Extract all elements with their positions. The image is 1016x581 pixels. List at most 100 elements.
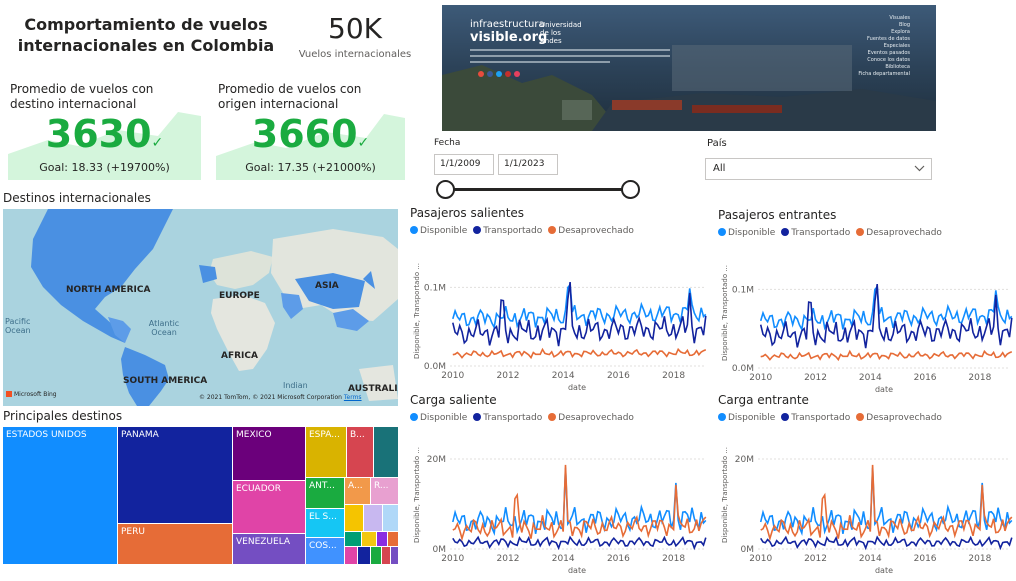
legend-item-transportado[interactable]: Transportado (473, 413, 542, 423)
date-slider-end-handle[interactable] (621, 180, 640, 199)
chart-carga-entrante[interactable]: Carga entrante Disponible Transportado D… (718, 393, 1016, 579)
banner-menu-item[interactable]: Fuentes de datos (867, 36, 910, 42)
banner-menu-item[interactable]: Biblioteca (885, 64, 910, 70)
map-label-europe: EUROPE (219, 291, 260, 301)
banner-menu-item[interactable]: Conoce los datos (867, 57, 910, 63)
treemap-cell-ecuador[interactable]: ECUADOR (233, 481, 305, 533)
chart-pasajeros-entrantes[interactable]: Pasajeros entrantes Disponible Transport… (718, 208, 1016, 398)
bing-logo: Microsoft Bing (6, 391, 57, 398)
legend-label: Transportado (483, 226, 543, 236)
treemap-cell-antigua[interactable]: ANT... (306, 478, 344, 508)
treemap-cell-small[interactable] (391, 547, 398, 564)
map-terms-link[interactable]: Terms (343, 394, 362, 401)
chart-legend: Disponible Transportado Desaprovechado (410, 226, 710, 236)
banner-menu-item[interactable]: Especiales (883, 43, 910, 49)
date-slider-track[interactable] (445, 188, 631, 191)
treemap-cell-small[interactable] (377, 532, 387, 546)
kpi-card-origin[interactable]: Promedio de vuelos con origen internacio… (216, 82, 405, 180)
treemap-cell-small[interactable] (358, 547, 370, 564)
legend-item-desaprovechado[interactable]: Desaprovechado (856, 228, 942, 238)
banner-image[interactable]: infraestructura visible.org Universidad … (442, 5, 936, 131)
legend-item-disponible[interactable]: Disponible (718, 228, 775, 238)
treemap-cell-small[interactable] (362, 532, 376, 546)
treemap-cell-espana[interactable]: ESPA... (306, 427, 346, 477)
chart-carga-saliente[interactable]: Carga saliente Disponible Transportado D… (410, 393, 710, 579)
destinations-treemap[interactable]: ESTADOS UNIDOS PANAMA PERU MEXICO ECUADO… (3, 427, 398, 564)
treemap-title: Principales destinos (3, 409, 123, 423)
x-tick-label: 2014 (552, 554, 575, 564)
treemap-cell-mexico[interactable]: MEXICO (233, 427, 305, 480)
series-line-transportado (452, 535, 707, 551)
treemap-cell-r[interactable]: R... (371, 478, 398, 504)
date-end-input[interactable]: 1/1/2023 (498, 154, 558, 175)
destinations-map[interactable]: NORTH AMERICA EUROPE ASIA AFRICA SOUTH A… (3, 209, 398, 406)
social-icon[interactable] (496, 71, 502, 77)
treemap-cell-small[interactable] (371, 547, 381, 564)
x-tick-label: 2016 (914, 373, 937, 383)
map-title: Destinos internacionales (3, 191, 151, 205)
legend-item-desaprovechado[interactable]: Desaprovechado (856, 413, 942, 423)
legend-item-desaprovechado[interactable]: Desaprovechado (548, 413, 634, 423)
legend-item-disponible[interactable]: Disponible (410, 413, 467, 423)
legend-item-disponible[interactable]: Disponible (410, 226, 467, 236)
social-icon[interactable] (505, 71, 511, 77)
banner-menu-item[interactable]: Explora (891, 29, 910, 35)
treemap-cell-small[interactable] (345, 532, 361, 546)
x-tick-label: 2018 (662, 371, 685, 381)
x-tick-label: 2016 (607, 371, 630, 381)
treemap-cell-venezuela[interactable]: VENEZUELA (233, 534, 305, 564)
legend-item-transportado[interactable]: Transportado (781, 228, 850, 238)
legend-label: Disponible (420, 226, 468, 236)
kpi-value-text: 3630 (45, 112, 152, 156)
treemap-cell-costa-rica[interactable]: COS... (306, 538, 344, 564)
legend-item-transportado[interactable]: Transportado (781, 413, 850, 423)
x-tick-label: 2012 (804, 554, 827, 564)
legend-item-desaprovechado[interactable]: Desaprovechado (548, 226, 634, 236)
treemap-cell-small[interactable] (345, 547, 357, 564)
banner-menu-item[interactable]: Ficha departamental (858, 71, 910, 77)
country-dropdown[interactable]: All (705, 158, 932, 180)
treemap-cell-el-salvador[interactable]: EL S... (306, 509, 344, 537)
series-line-transportado (759, 283, 1013, 349)
social-icon[interactable] (487, 71, 493, 77)
date-start-input[interactable]: 1/1/2009 (434, 154, 494, 175)
banner-menu-item[interactable]: Visuales (889, 15, 910, 21)
legend-item-transportado[interactable]: Transportado (473, 226, 542, 236)
treemap-cell-teal[interactable] (374, 427, 398, 477)
treemap-cell-b[interactable]: B... (347, 427, 373, 477)
kpi-label: Promedio de vuelos con destino internaci… (10, 82, 154, 111)
series-line-transportado (760, 535, 1013, 551)
social-icon[interactable] (514, 71, 520, 77)
map-label-atlantic: Atlantic Ocean (148, 319, 180, 337)
treemap-cell-small[interactable] (364, 505, 382, 531)
x-tick-label: 2018 (968, 373, 991, 383)
map-label-indian: Indian (283, 381, 308, 390)
treemap-cell-peru[interactable]: PERU (118, 524, 232, 564)
treemap-cell-small[interactable] (345, 505, 363, 531)
date-slider-start-handle[interactable] (436, 180, 455, 199)
social-icon[interactable] (478, 71, 484, 77)
page-title: Comportamiento de vuelos internacionales… (17, 15, 275, 55)
banner-menu-item[interactable]: Eventos pasados (867, 50, 910, 56)
treemap-cell-panama[interactable]: PANAMA (118, 427, 232, 523)
country-dropdown-value: All (713, 163, 726, 174)
x-tick-label: 2018 (968, 554, 991, 564)
series-line-desaprovechado (452, 347, 707, 360)
chart-pasajeros-salientes[interactable]: Pasajeros salientes Disponible Transport… (410, 206, 710, 396)
legend-label: Disponible (420, 413, 468, 423)
treemap-cell-small[interactable] (383, 505, 398, 531)
y-axis-label: Disponible, Transportado ... (413, 263, 421, 359)
kpi-card-destination[interactable]: Promedio de vuelos con destino internaci… (8, 82, 201, 180)
treemap-cell-small[interactable] (382, 547, 390, 564)
legend-item-disponible[interactable]: Disponible (718, 413, 775, 423)
kpi-value: 3660✓ (216, 112, 405, 156)
chart-legend: Disponible Transportado Desaprovechado (718, 413, 1016, 423)
treemap-cell-small[interactable] (388, 532, 398, 546)
banner-menu-item[interactable]: Blog (898, 22, 910, 28)
social-icons[interactable] (478, 71, 520, 77)
chart-title: Pasajeros salientes (410, 206, 525, 220)
x-axis-label: date (568, 383, 586, 392)
treemap-cell-estados-unidos[interactable]: ESTADOS UNIDOS (3, 427, 117, 564)
banner-menu[interactable]: Visuales Blog Explora Fuentes de datos E… (858, 15, 910, 78)
treemap-cell-a[interactable]: A... (345, 478, 370, 504)
